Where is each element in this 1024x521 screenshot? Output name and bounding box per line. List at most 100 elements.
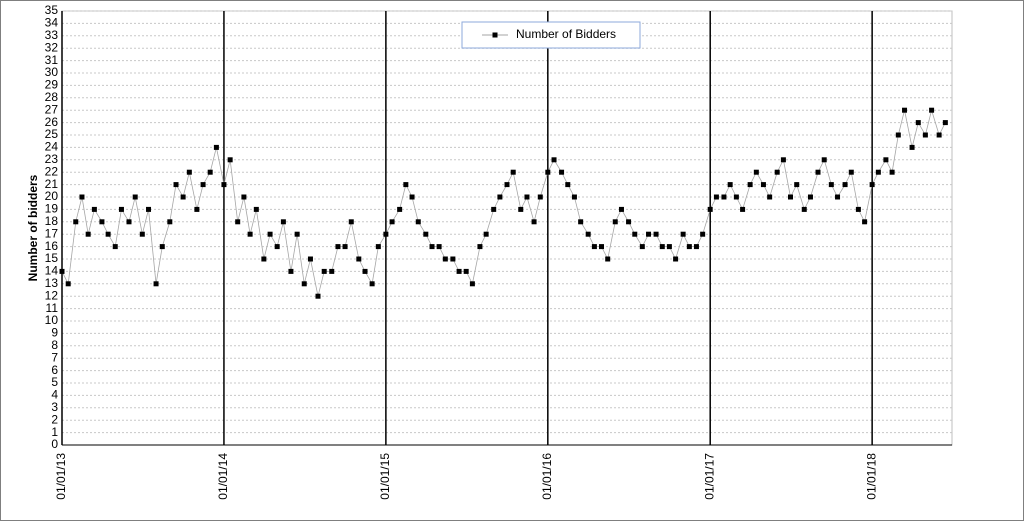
data-point	[524, 194, 530, 200]
data-point	[342, 244, 348, 250]
data-point	[307, 256, 313, 262]
data-point	[241, 194, 247, 200]
data-point	[848, 169, 854, 175]
data-point	[707, 206, 713, 212]
data-point	[173, 182, 179, 188]
data-point	[721, 194, 727, 200]
data-point	[267, 231, 273, 237]
data-point	[693, 244, 699, 250]
data-point	[483, 231, 489, 237]
data-point	[753, 169, 759, 175]
legend-label: Number of Bidders	[516, 27, 616, 41]
data-point	[159, 244, 165, 250]
data-point	[477, 244, 483, 250]
data-point	[666, 244, 672, 250]
data-point	[194, 206, 200, 212]
data-point	[835, 194, 841, 200]
data-point	[559, 169, 565, 175]
y-tick-label: 35	[45, 3, 59, 17]
data-point	[375, 244, 381, 250]
y-tick-label: 17	[45, 226, 59, 240]
data-point	[301, 281, 307, 287]
data-point	[409, 194, 415, 200]
y-tick-label: 26	[45, 115, 59, 129]
data-point	[139, 231, 145, 237]
data-point	[415, 219, 421, 225]
y-tick-label: 33	[45, 28, 59, 42]
data-point	[632, 231, 638, 237]
data-point	[571, 194, 577, 200]
data-point	[153, 281, 159, 287]
data-point	[207, 169, 213, 175]
data-point	[436, 244, 442, 250]
y-tick-label: 6	[51, 363, 58, 377]
y-tick-label: 13	[45, 276, 59, 290]
data-point	[146, 206, 152, 212]
y-tick-label: 12	[45, 288, 59, 302]
data-point	[929, 107, 935, 113]
data-point	[356, 256, 362, 262]
y-tick-label: 4	[51, 388, 58, 402]
y-tick-label: 28	[45, 90, 59, 104]
data-point	[545, 169, 551, 175]
y-axis-label: Number of bidders	[26, 174, 40, 281]
data-point	[902, 107, 908, 113]
y-tick-label: 31	[45, 53, 59, 67]
data-point	[497, 194, 503, 200]
y-tick-label: 25	[45, 127, 59, 141]
data-point	[85, 231, 91, 237]
data-point	[274, 244, 280, 250]
x-tick-label: 01/01/14	[216, 453, 230, 500]
data-point	[794, 182, 800, 188]
data-point	[821, 157, 827, 163]
data-point	[105, 231, 111, 237]
data-point	[760, 182, 766, 188]
y-tick-label: 1	[51, 425, 58, 439]
x-tick-label: 01/01/17	[702, 453, 716, 500]
data-point	[828, 182, 834, 188]
data-point	[126, 219, 132, 225]
y-tick-label: 19	[45, 202, 59, 216]
data-point	[463, 268, 469, 274]
data-point	[788, 194, 794, 200]
y-tick-label: 23	[45, 152, 59, 166]
data-point	[510, 169, 516, 175]
data-point	[429, 244, 435, 250]
data-point	[200, 182, 206, 188]
data-point	[942, 120, 948, 126]
data-point	[653, 231, 659, 237]
plot-area	[61, 10, 953, 446]
data-point	[247, 231, 253, 237]
data-point	[599, 244, 605, 250]
y-tick-label: 30	[45, 65, 59, 79]
data-point	[605, 256, 611, 262]
data-point	[280, 219, 286, 225]
data-point	[59, 268, 65, 274]
data-point	[335, 244, 341, 250]
y-tick-label: 24	[45, 140, 59, 154]
data-point	[591, 244, 597, 250]
data-point	[727, 182, 733, 188]
data-point	[936, 132, 942, 138]
data-point	[423, 231, 429, 237]
data-point	[362, 268, 368, 274]
data-point	[807, 194, 813, 200]
y-tick-label: 27	[45, 102, 59, 116]
y-tick-label: 22	[45, 164, 59, 178]
data-point	[112, 244, 118, 250]
data-point	[700, 231, 706, 237]
data-point	[180, 194, 186, 200]
data-point	[747, 182, 753, 188]
data-point	[99, 219, 105, 225]
data-point	[329, 268, 335, 274]
data-point	[442, 256, 448, 262]
y-tick-label: 3	[51, 400, 58, 414]
data-point	[321, 268, 327, 274]
y-tick-label: 5	[51, 375, 58, 389]
data-point	[537, 194, 543, 200]
data-point	[713, 194, 719, 200]
y-tick-label: 7	[51, 350, 58, 364]
y-tick-label: 2	[51, 412, 58, 426]
